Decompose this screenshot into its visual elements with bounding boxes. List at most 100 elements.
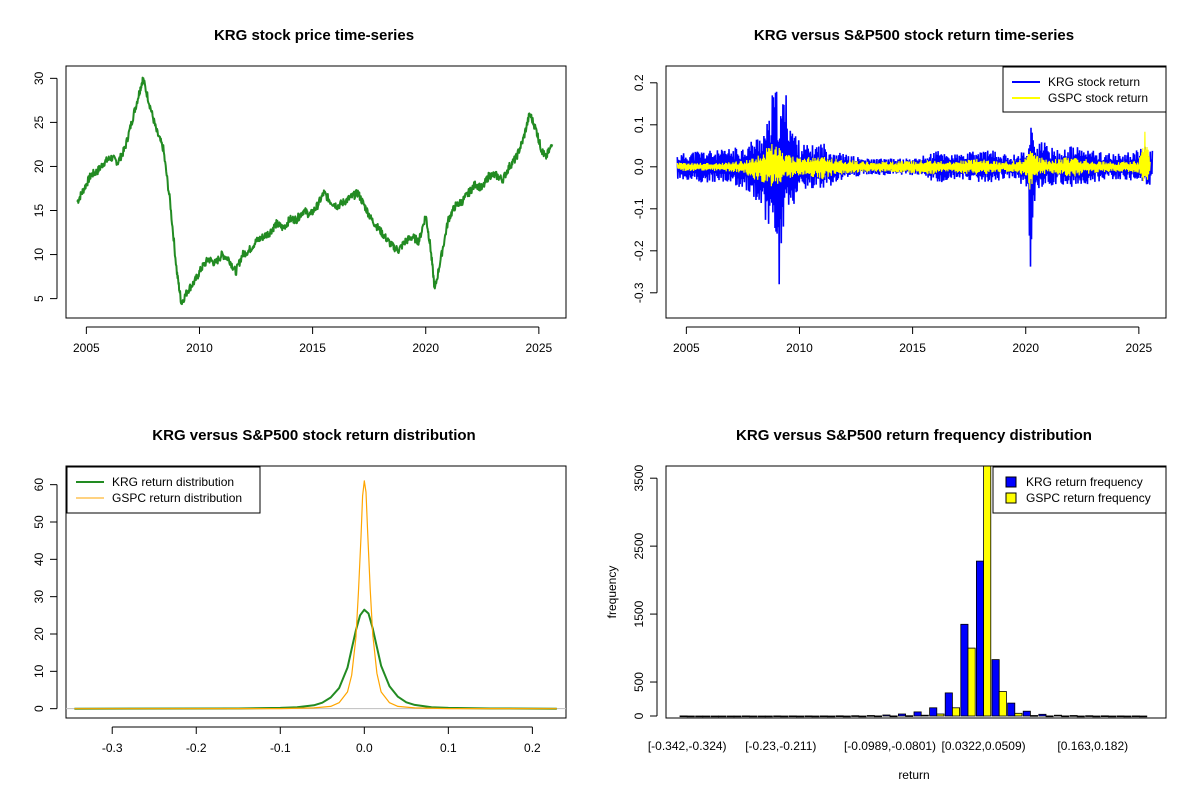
price-x-axis: 2005 2010 2015 2020 2025 bbox=[73, 326, 553, 355]
distribution-plot-frame bbox=[65, 465, 567, 719]
return-ts-y-tick-label: 0.1 bbox=[632, 116, 646, 133]
price-x-tick-label: 2020 bbox=[412, 341, 439, 355]
frequency-plot-frame bbox=[665, 465, 1167, 719]
distribution-y-tick-label: 40 bbox=[32, 552, 46, 566]
price-y-axis: 5 10 15 20 25 30 bbox=[32, 71, 58, 302]
panel-frequency: KRG versus S&P500 return frequency distr… bbox=[605, 427, 1167, 782]
gspc-density-curve bbox=[74, 480, 557, 710]
distribution-x-tick-label: -0.1 bbox=[270, 741, 291, 755]
frequency-y-axis: 0 500 1500 2500 3500 bbox=[632, 465, 658, 719]
return-ts-y-tick-label: -0.1 bbox=[632, 198, 646, 219]
frequency-bars-group bbox=[679, 465, 1148, 718]
krg-frequency-bar bbox=[1022, 710, 1031, 717]
gspc-frequency-bar bbox=[967, 647, 976, 717]
frequency-x-axis-label: return bbox=[898, 768, 929, 782]
krg-frequency-bar bbox=[1132, 715, 1141, 718]
price-y-tick-label: 25 bbox=[32, 115, 46, 129]
gspc-frequency-bar bbox=[983, 465, 992, 717]
frequency-legend: KRG return frequency GSPC return frequen… bbox=[992, 466, 1167, 514]
krg-frequency-bar bbox=[1038, 713, 1047, 717]
legend-label-krg-dist: KRG return distribution bbox=[112, 475, 234, 489]
gspc-return-series-line bbox=[676, 131, 1151, 190]
distribution-y-tick-label: 10 bbox=[32, 664, 46, 678]
distribution-y-tick-label: 20 bbox=[32, 627, 46, 641]
gspc-frequency-bar bbox=[936, 713, 945, 717]
krg-frequency-bar bbox=[882, 714, 891, 717]
return-ts-series-group bbox=[676, 91, 1154, 285]
distribution-x-axis: -0.3 -0.2 -0.1 0.0 0.1 0.2 bbox=[102, 726, 541, 755]
return-ts-x-tick-label: 2005 bbox=[673, 341, 700, 355]
krg-frequency-bar bbox=[866, 715, 875, 717]
return-ts-y-tick-label: 0.2 bbox=[632, 74, 646, 91]
krg-frequency-bar bbox=[757, 715, 766, 718]
krg-frequency-bar bbox=[1069, 715, 1078, 717]
krg-frequency-bar bbox=[960, 623, 969, 717]
gspc-frequency-bar bbox=[1014, 712, 1023, 717]
price-y-tick-label: 15 bbox=[32, 204, 46, 218]
frequency-x-tick-label: [-0.342,-0.324) bbox=[648, 739, 727, 753]
return-ts-x-tick-label: 2025 bbox=[1125, 341, 1152, 355]
gspc-frequency-bar bbox=[1123, 715, 1132, 718]
gspc-frequency-bar bbox=[749, 715, 758, 718]
gspc-frequency-bar bbox=[1061, 715, 1070, 718]
gspc-frequency-bar bbox=[1030, 715, 1039, 717]
return-ts-x-tick-label: 2015 bbox=[899, 341, 926, 355]
krg-frequency-bar bbox=[944, 692, 953, 717]
distribution-legend-box bbox=[66, 466, 261, 514]
price-y-tick-label: 10 bbox=[32, 248, 46, 262]
krg-frequency-bar bbox=[804, 715, 813, 718]
frequency-x-tick-label: [0.163,0.182) bbox=[1057, 739, 1128, 753]
gspc-frequency-bar bbox=[952, 707, 961, 717]
price-x-tick-label: 2010 bbox=[186, 341, 213, 355]
price-y-tick-label: 5 bbox=[32, 295, 46, 302]
return-ts-y-tick-label: 0.0 bbox=[632, 158, 646, 175]
distribution-x-tick-label: 0.2 bbox=[524, 741, 541, 755]
frequency-y-tick-label: 3500 bbox=[632, 465, 646, 492]
frequency-y-tick-label: 500 bbox=[632, 672, 646, 692]
gspc-frequency-bar bbox=[858, 715, 867, 718]
return-ts-x-axis: 2005 2010 2015 2020 2025 bbox=[673, 326, 1153, 355]
return-ts-chart-title: KRG versus S&P500 stock return time-seri… bbox=[754, 27, 1074, 44]
frequency-y-tick-label: 2500 bbox=[632, 532, 646, 559]
frequency-y-tick-label: 0 bbox=[632, 712, 646, 719]
gspc-frequency-bar bbox=[920, 714, 929, 717]
price-plot-frame bbox=[65, 65, 567, 319]
gspc-frequency-bar bbox=[702, 715, 711, 718]
krg-frequency-bar bbox=[976, 560, 985, 717]
distribution-x-tick-label: -0.2 bbox=[186, 741, 207, 755]
distribution-y-tick-label: 50 bbox=[32, 515, 46, 529]
krg-return-series-line bbox=[676, 91, 1154, 285]
gspc-frequency-bar bbox=[718, 715, 727, 718]
frequency-legend-box bbox=[992, 466, 1167, 514]
frequency-y-axis-label: frequency bbox=[605, 566, 619, 619]
gspc-frequency-bar bbox=[733, 715, 742, 718]
frequency-y-tick-label: 1500 bbox=[632, 600, 646, 627]
return-ts-y-tick-label: -0.2 bbox=[632, 240, 646, 261]
legend-label-gspc-return: GSPC stock return bbox=[1048, 91, 1148, 105]
return-ts-y-axis: -0.3 -0.2 -0.1 0.0 0.1 0.2 bbox=[632, 74, 658, 303]
frequency-x-axis: [-0.342,-0.324) [-0.23,-0.211) [-0.0989,-0… bbox=[648, 739, 1128, 753]
return-ts-x-tick-label: 2020 bbox=[1012, 341, 1039, 355]
legend-label-gspc-freq: GSPC return frequency bbox=[1026, 491, 1151, 505]
krg-frequency-bar bbox=[851, 715, 860, 717]
gspc-frequency-bar bbox=[889, 715, 898, 718]
distribution-y-tick-label: 30 bbox=[32, 590, 46, 604]
price-chart-title: KRG stock price time-series bbox=[214, 27, 414, 44]
distribution-x-tick-label: 0.0 bbox=[356, 741, 373, 755]
gspc-frequency-bar bbox=[1045, 715, 1054, 718]
legend-label-krg-freq: KRG return frequency bbox=[1026, 475, 1143, 489]
distribution-legend: KRG return distribution GSPC return dist… bbox=[66, 466, 261, 514]
distribution-y-axis: 0 10 20 30 40 50 60 bbox=[32, 478, 58, 712]
krg-frequency-bar bbox=[820, 715, 829, 718]
frequency-x-tick-label: [-0.0989,-0.0801) bbox=[844, 739, 936, 753]
gspc-frequency-bar bbox=[874, 715, 883, 718]
krg-frequency-bar bbox=[835, 715, 844, 717]
gspc-frequency-bar bbox=[827, 715, 836, 718]
krg-price-series-line bbox=[76, 76, 554, 306]
panel-return-distribution: KRG versus S&P500 stock return distribut… bbox=[32, 427, 567, 755]
krg-frequency-bar bbox=[788, 715, 797, 718]
gspc-frequency-bar bbox=[1139, 715, 1148, 718]
frequency-x-tick-label: [0.0322,0.0509) bbox=[942, 739, 1026, 753]
legend-label-krg-return: KRG stock return bbox=[1048, 75, 1140, 89]
krg-frequency-bar bbox=[1116, 715, 1125, 718]
